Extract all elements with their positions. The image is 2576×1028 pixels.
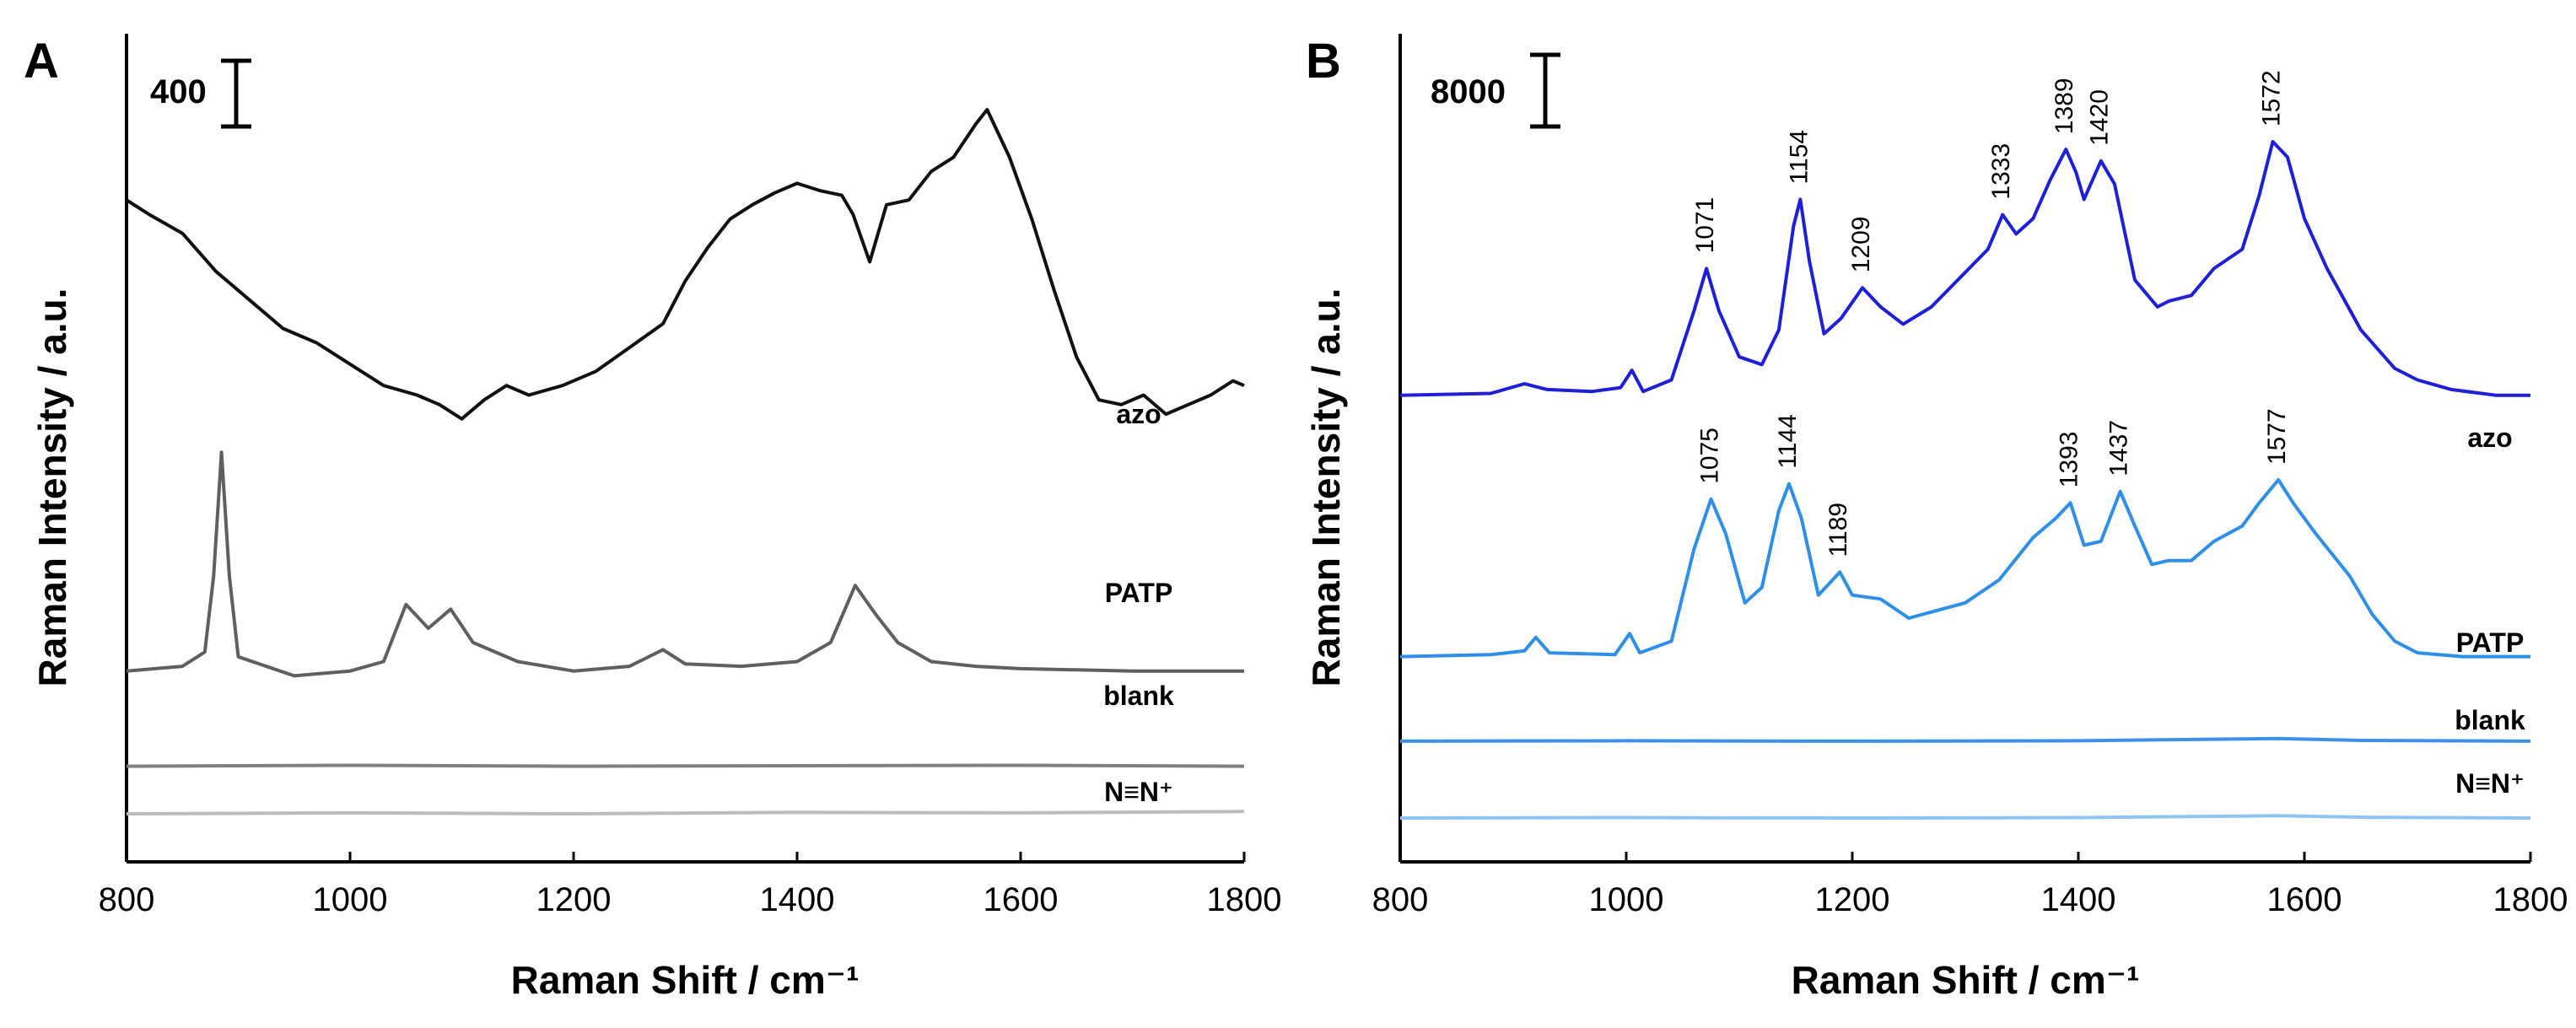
panel-letter-b: B — [1306, 34, 1341, 89]
x-tick-label-b-1400: 1400 — [2041, 881, 2116, 918]
x-tick-label-a-1600: 1600 — [984, 881, 1059, 918]
peak-label-b-patp-1393: 1393 — [2056, 432, 2083, 488]
peak-labels-b: 1071 1154 1209 1333 1389 1420 1572 1075 1144 1189… — [1691, 70, 2291, 557]
peak-label-b-patp-1577: 1577 — [2263, 408, 2291, 465]
series-line-a-azo — [125, 108, 1245, 421]
x-tick-label-b-1600: 1600 — [2267, 881, 2342, 918]
scale-bar-a: 400 — [150, 58, 251, 129]
series-line-a-blank — [126, 763, 1245, 768]
panel-a: A 800 1000 1200 1400 1600 1800 azo PATP blank N≡… — [24, 34, 1281, 1002]
x-axis-title-b: Raman Shift / cm⁻¹ — [1792, 958, 2140, 1002]
series-label-b-azo: azo — [2467, 423, 2512, 453]
y-axis-title-b: Raman Intensity / a.u. — [1304, 288, 1348, 687]
peak-label-b-azo-1209: 1209 — [1847, 216, 1875, 272]
peak-label-b-azo-1572: 1572 — [2257, 70, 2285, 126]
x-ticks-a: 800 1000 1200 1400 1600 1800 — [99, 852, 1282, 918]
series-label-a-azo: azo — [1116, 399, 1161, 429]
series-label-a-blank: blank — [1103, 681, 1174, 711]
series-line-b-n-n — [1399, 814, 2531, 820]
series-label-b-blank: blank — [2455, 705, 2525, 735]
series-group-b — [1399, 140, 2531, 820]
series-line-b-patp — [1399, 478, 2530, 659]
x-axis-title-a: Raman Shift / cm⁻¹ — [511, 958, 860, 1002]
series-group-a — [125, 108, 1245, 815]
x-tick-label-a-1800: 1800 — [1207, 881, 1282, 918]
x-tick-label-b-1000: 1000 — [1589, 881, 1664, 918]
scale-bar-b: 8000 — [1431, 52, 1560, 129]
panel-letter-a: A — [24, 34, 59, 89]
series-label-b-n-n: N≡N⁺ — [2455, 768, 2525, 799]
x-tick-label-a-1000: 1000 — [313, 881, 388, 918]
y-axis-title-a: Raman Intensity / a.u. — [30, 288, 74, 687]
series-line-b-azo — [1399, 140, 2530, 397]
x-tick-label-a-1200: 1200 — [536, 881, 612, 918]
x-tick-label-b-1200: 1200 — [1815, 881, 1890, 918]
series-label-a-patp: PATP — [1105, 578, 1173, 608]
x-ticks-b: 800 1000 1200 1400 1600 1800 — [1372, 852, 2568, 918]
x-tick-label-a-1400: 1400 — [760, 881, 835, 918]
series-line-b-blank — [1399, 736, 2531, 743]
peak-label-b-patp-1144: 1144 — [1774, 414, 1802, 469]
series-labels-a: azo PATP blank N≡N⁺ — [1103, 399, 1174, 807]
x-tick-label-a-800: 800 — [99, 881, 155, 918]
series-label-b-patp: PATP — [2456, 627, 2525, 658]
peak-label-b-patp-1075: 1075 — [1695, 428, 1723, 484]
series-line-a-patp — [126, 450, 1244, 678]
peak-label-b-azo-1071: 1071 — [1691, 197, 1719, 254]
series-line-a-n-n — [126, 810, 1245, 815]
peak-label-b-azo-1389: 1389 — [2051, 78, 2078, 134]
peak-label-b-azo-1333: 1333 — [1987, 143, 2015, 200]
x-tick-label-b-800: 800 — [1372, 881, 1429, 918]
scale-bar-label-b: 8000 — [1431, 73, 1506, 110]
series-label-a-n-n: N≡N⁺ — [1104, 777, 1173, 807]
scale-bar-label-a: 400 — [150, 73, 207, 110]
panel-b: B 800 1000 1200 1400 1600 1800 azo PATP blank N≡… — [1304, 34, 2568, 1002]
peak-label-b-azo-1420: 1420 — [2086, 89, 2114, 146]
peak-label-b-patp-1437: 1437 — [2104, 420, 2132, 476]
x-tick-label-b-1800: 1800 — [2493, 881, 2568, 918]
peak-label-b-patp-1189: 1189 — [1824, 503, 1852, 557]
series-labels-b: azo PATP blank N≡N⁺ — [2455, 423, 2525, 799]
peak-label-b-azo-1154: 1154 — [1785, 130, 1813, 185]
